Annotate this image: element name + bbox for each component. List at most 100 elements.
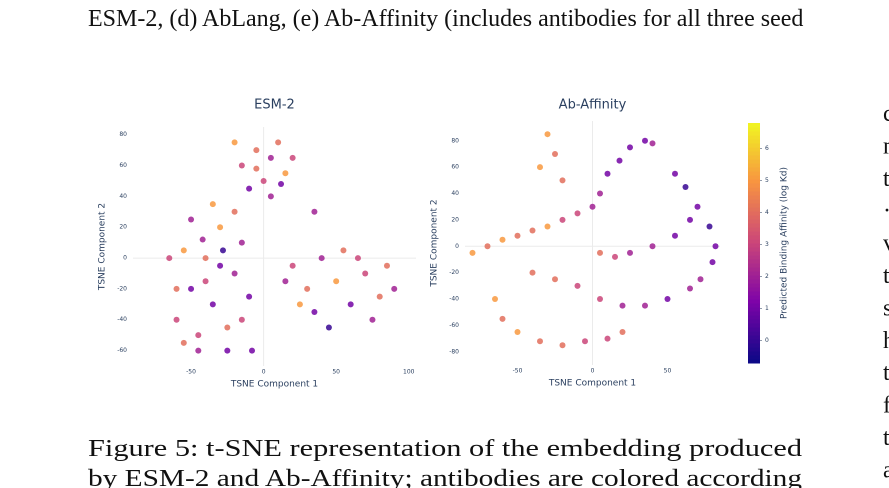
- colorbar-segment: [748, 335, 760, 340]
- colorbar-tick-label: 0: [765, 337, 769, 344]
- colorbar-segment: [748, 275, 760, 280]
- point: [574, 282, 581, 289]
- y-tick-label: -20: [449, 269, 459, 276]
- y-tick-label: -40: [117, 316, 127, 323]
- colorbar-segment: [748, 263, 760, 268]
- point: [354, 255, 361, 262]
- point: [267, 193, 274, 200]
- point: [180, 247, 187, 254]
- y-tick-label: -60: [117, 347, 127, 354]
- x-axis-title: TSNE Component 1: [230, 380, 318, 390]
- point: [649, 243, 656, 250]
- point: [514, 232, 521, 239]
- point: [499, 236, 506, 243]
- point: [282, 170, 289, 177]
- point: [209, 201, 216, 208]
- colorbar-segment: [748, 147, 760, 152]
- y-tick-label: 0: [455, 243, 459, 250]
- colorbar-segment: [748, 355, 760, 360]
- point: [619, 302, 626, 309]
- colorbar-segment: [748, 171, 760, 176]
- colorbar-segment: [748, 155, 760, 160]
- colorbar-segment: [748, 167, 760, 172]
- point: [238, 162, 245, 169]
- point: [188, 285, 195, 292]
- point: [238, 316, 245, 323]
- colorbar-segment: [748, 243, 760, 248]
- point: [619, 329, 626, 336]
- y-tick-label: 80: [451, 137, 459, 144]
- colorbar-segment: [748, 123, 760, 128]
- colorbar-segment: [748, 199, 760, 204]
- point: [712, 243, 719, 250]
- chart-title: Ab-Affinity: [559, 98, 627, 113]
- point: [195, 347, 202, 354]
- point: [340, 247, 347, 254]
- x-tick-label: 50: [664, 368, 672, 375]
- point: [559, 342, 566, 349]
- point: [597, 296, 603, 303]
- colorbar-segment: [748, 271, 760, 276]
- point: [642, 137, 648, 144]
- point: [649, 140, 656, 147]
- point: [278, 181, 285, 188]
- point: [597, 249, 603, 256]
- y-tick-label: -40: [449, 296, 459, 303]
- point: [697, 276, 704, 283]
- point: [369, 316, 376, 323]
- y-tick-label: -60: [449, 322, 459, 329]
- point: [180, 339, 187, 346]
- colorbar-segment: [748, 215, 760, 220]
- point: [484, 243, 491, 250]
- colorbar-tick-label: 3: [765, 241, 769, 248]
- point: [672, 170, 678, 177]
- point: [552, 276, 558, 283]
- y-tick-label: 40: [451, 190, 459, 197]
- point: [311, 208, 318, 215]
- colorbar-segment: [748, 347, 760, 352]
- point: [694, 203, 701, 210]
- point: [224, 347, 231, 354]
- point: [559, 216, 566, 223]
- point: [246, 293, 253, 300]
- body-text: m: [883, 133, 889, 159]
- point: [706, 223, 713, 230]
- y-tick-label: -20: [117, 285, 127, 292]
- point: [275, 139, 282, 146]
- body-text: ·: [883, 198, 889, 224]
- point: [296, 301, 303, 308]
- point: [627, 249, 633, 256]
- colorbar-segment: [748, 247, 760, 252]
- point: [347, 301, 354, 308]
- colorbar-segment: [748, 211, 760, 216]
- point: [616, 157, 623, 164]
- x-tick-label: -50: [513, 368, 523, 375]
- x-tick-label: 0: [262, 369, 266, 376]
- x-tick-label: 0: [591, 368, 595, 375]
- colorbar-segment: [748, 143, 760, 148]
- colorbar-segment: [748, 351, 760, 356]
- colorbar-segment: [748, 223, 760, 228]
- colorbar-segment: [748, 183, 760, 188]
- colorbar-segment: [748, 331, 760, 336]
- point: [289, 262, 296, 269]
- point: [253, 147, 260, 154]
- y-axis-title: TSNE Component 2: [98, 203, 108, 291]
- point: [604, 335, 611, 342]
- colorbar-tick-label: 5: [765, 177, 769, 184]
- colorbar-segment: [748, 227, 760, 232]
- point: [664, 296, 671, 303]
- point: [209, 301, 216, 308]
- point: [597, 190, 603, 197]
- colorbar-segment: [748, 287, 760, 292]
- caption: by ESM-2 and Ab-Affinity; antibodies are…: [88, 466, 802, 488]
- point: [289, 154, 296, 161]
- colorbar-tick-label: 1: [765, 305, 769, 312]
- body-text: s: [883, 295, 889, 321]
- point: [199, 236, 206, 243]
- point: [627, 144, 633, 151]
- y-tick-label: 40: [119, 193, 127, 200]
- colorbar-tick-label: 6: [765, 145, 769, 152]
